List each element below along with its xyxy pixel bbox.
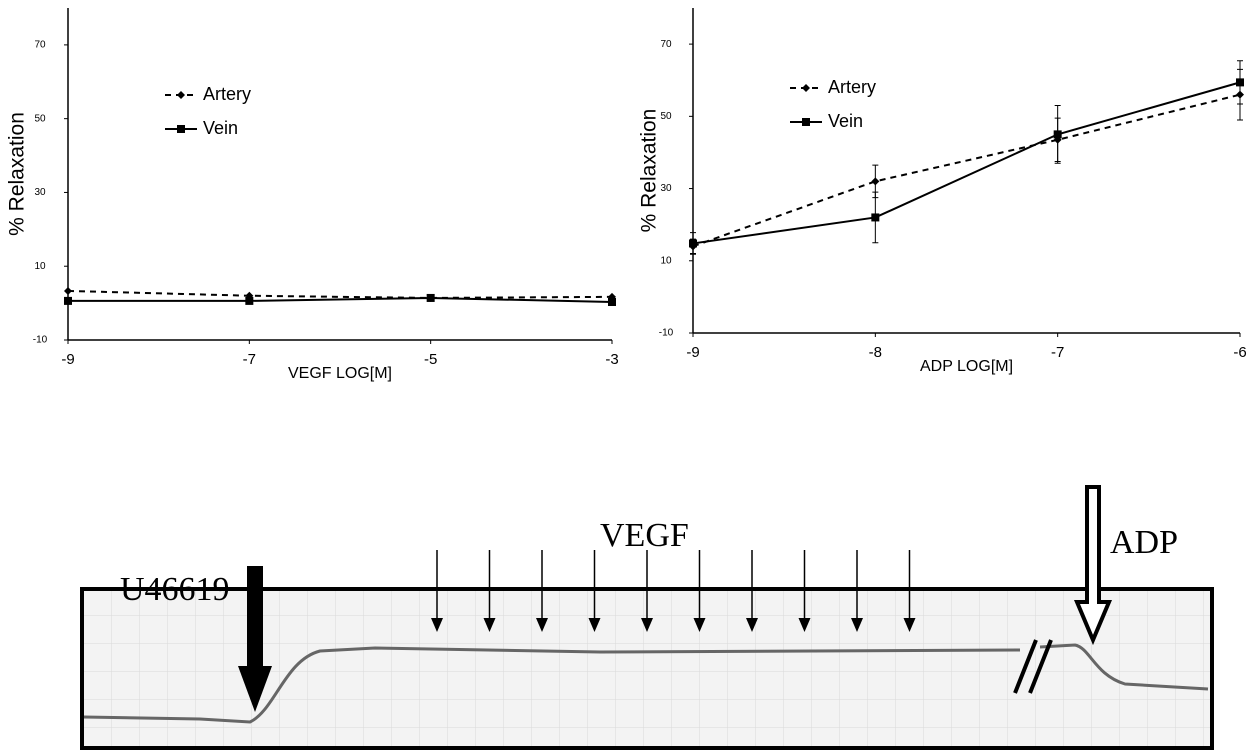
marker: [689, 239, 697, 247]
y-tick-label: 10: [660, 255, 672, 266]
series-line: [693, 82, 1240, 243]
y-tick-label: 50: [34, 113, 46, 124]
x-tick-label: -5: [424, 351, 437, 368]
adp-arrow: [1077, 487, 1109, 640]
marker: [871, 213, 879, 221]
marker: [427, 294, 435, 302]
marker: [1054, 130, 1062, 138]
x-tick-label: -7: [1051, 344, 1064, 361]
y-tick-label: 10: [34, 261, 46, 272]
trace-label: VEGF: [600, 517, 689, 554]
series-line: [68, 298, 612, 302]
x-tick-label: -7: [243, 351, 256, 368]
y-tick-label: -10: [659, 328, 674, 339]
trace-panel: U46619 VEGF ADP: [82, 487, 1212, 748]
y-tick-label: 30: [34, 187, 46, 198]
x-tick-label: -3: [605, 351, 618, 368]
marker: [64, 287, 72, 295]
marker: [64, 297, 72, 305]
y-tick-label: 30: [660, 183, 672, 194]
y-tick-label: 70: [660, 39, 672, 50]
trace-label: ADP: [1110, 524, 1178, 561]
x-axis-title: ADP LOG[M]: [920, 358, 1013, 375]
x-tick-label: -8: [869, 344, 882, 361]
y-tick-label: 70: [34, 40, 46, 51]
chart: -10 10 30 50 70 -9 -7 -5 -3 % Relaxation VEGF LOG[…: [6, 8, 619, 382]
chart: -10 10 30 50 70 -9 -8 -7 -6 % Relaxation ADP LOG[M…: [638, 8, 1247, 375]
figure: U46619 VEGF ADP -10 10 30 50 70 -9 -7 -5 -3 % Rel…: [0, 0, 1256, 751]
marker: [802, 118, 810, 126]
legend-label: Artery: [203, 84, 251, 104]
x-axis-title: VEGF LOG[M]: [288, 365, 392, 382]
y-axis-title: % Relaxation: [6, 112, 29, 236]
marker: [245, 297, 253, 305]
y-tick-label: -10: [33, 335, 48, 346]
x-tick-label: -9: [61, 351, 74, 368]
marker: [802, 84, 810, 92]
marker: [608, 298, 616, 306]
marker: [1236, 78, 1244, 86]
x-tick-label: -6: [1233, 344, 1246, 361]
series-line: [693, 95, 1240, 247]
x-tick-label: -9: [686, 344, 699, 361]
marker: [871, 177, 879, 185]
legend-label: Vein: [203, 118, 238, 138]
marker: [177, 125, 185, 133]
trace-label: U46619: [120, 571, 230, 608]
y-axis-title: % Relaxation: [638, 109, 661, 233]
legend-label: Artery: [828, 77, 876, 97]
y-tick-label: 50: [660, 111, 672, 122]
marker: [177, 91, 185, 99]
series-line: [68, 291, 612, 298]
legend-label: Vein: [828, 111, 863, 131]
